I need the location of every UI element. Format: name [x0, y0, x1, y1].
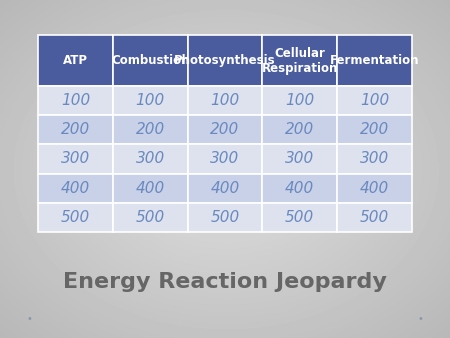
Text: 500: 500 [285, 210, 315, 224]
Text: 100: 100 [360, 94, 389, 108]
Bar [113, 87, 188, 116]
Bar [113, 144, 188, 173]
Bar [113, 116, 188, 144]
Bar [38, 35, 113, 87]
Text: 100: 100 [285, 94, 315, 108]
Text: 200: 200 [285, 122, 315, 138]
Text: 300: 300 [285, 151, 315, 167]
Text: 400: 400 [360, 180, 389, 195]
Bar [38, 173, 113, 202]
Text: 200: 200 [136, 122, 165, 138]
Bar [113, 173, 188, 202]
Text: 500: 500 [211, 210, 239, 224]
Text: 500: 500 [360, 210, 389, 224]
Bar [188, 144, 262, 173]
Bar [188, 116, 262, 144]
Bar [38, 116, 113, 144]
Bar [188, 173, 262, 202]
Bar [188, 87, 262, 116]
Bar [262, 202, 337, 232]
Text: ATP: ATP [63, 54, 88, 68]
Bar [38, 202, 113, 232]
Bar [262, 173, 337, 202]
Text: 400: 400 [285, 180, 315, 195]
Bar [188, 35, 262, 87]
Text: Combustion: Combustion [111, 54, 189, 68]
Text: 500: 500 [136, 210, 165, 224]
Text: 500: 500 [61, 210, 90, 224]
Text: 300: 300 [61, 151, 90, 167]
Text: 100: 100 [211, 94, 239, 108]
Text: 400: 400 [136, 180, 165, 195]
Text: 100: 100 [136, 94, 165, 108]
Text: 200: 200 [360, 122, 389, 138]
Text: Cellular
Respiration: Cellular Respiration [261, 47, 338, 75]
Text: 400: 400 [211, 180, 239, 195]
Bar [337, 116, 412, 144]
Bar [337, 144, 412, 173]
Bar [262, 116, 337, 144]
Text: 300: 300 [211, 151, 239, 167]
Text: 200: 200 [61, 122, 90, 138]
Bar [337, 35, 412, 87]
Text: Photosynthesis: Photosynthesis [174, 54, 276, 68]
Bar [38, 144, 113, 173]
Text: Energy Reaction Jeopardy: Energy Reaction Jeopardy [63, 272, 387, 292]
Bar [337, 87, 412, 116]
Bar [262, 35, 337, 87]
Text: 300: 300 [136, 151, 165, 167]
Text: 400: 400 [61, 180, 90, 195]
Bar [262, 87, 337, 116]
Bar [337, 202, 412, 232]
Text: 300: 300 [360, 151, 389, 167]
Text: •: • [417, 314, 423, 324]
Text: 200: 200 [211, 122, 239, 138]
Bar [337, 173, 412, 202]
Text: Fermentation: Fermentation [330, 54, 419, 68]
Bar [113, 202, 188, 232]
Bar [113, 35, 188, 87]
Bar [38, 87, 113, 116]
Text: 100: 100 [61, 94, 90, 108]
Bar [188, 202, 262, 232]
Bar [262, 144, 337, 173]
Text: •: • [27, 314, 33, 324]
